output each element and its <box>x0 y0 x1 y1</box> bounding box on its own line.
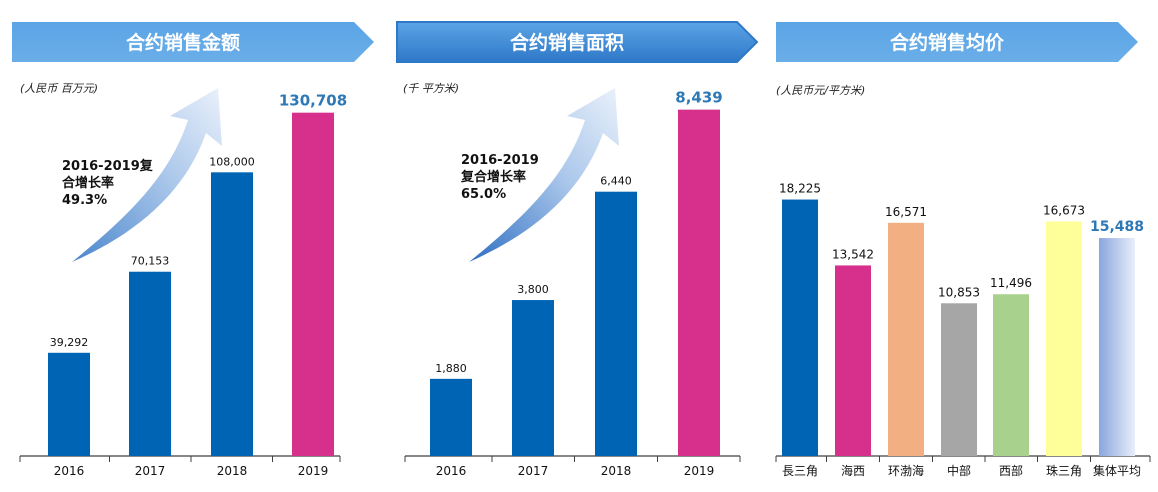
x-tick-label: 2016 <box>54 464 85 478</box>
bar <box>211 172 253 456</box>
panel-sales-area: 合约销售面积 1,880 2016 3,800 2017 6,440 2018 8,439 20… <box>385 0 770 492</box>
unit-label: (人民币元/平方米) <box>776 84 866 97</box>
x-tick-label: 2019 <box>684 464 715 478</box>
bar <box>888 222 924 456</box>
bar <box>129 271 171 456</box>
data-label: 11,496 <box>990 276 1032 290</box>
cagr-value: 49.3% <box>62 193 108 208</box>
data-label: 15,488 <box>1090 219 1144 235</box>
sales-area-chart: 合约销售面积 1,880 2016 3,800 2017 6,440 2018 8,439 20… <box>396 21 759 478</box>
panel-header-shape <box>12 22 374 62</box>
panel-header-shape <box>396 21 759 63</box>
x-tick-label: 2018 <box>217 464 248 478</box>
bar <box>1046 221 1082 456</box>
x-tick-label: 海西 <box>841 463 865 478</box>
bar <box>292 112 334 457</box>
x-tick-label: 2016 <box>436 464 467 478</box>
x-tick-label: 珠三角 <box>1046 464 1082 478</box>
data-label: 39,292 <box>50 336 89 349</box>
bar <box>678 109 720 456</box>
bar <box>941 303 977 456</box>
x-tick-label: 2019 <box>298 464 329 478</box>
panel-header-title: 合约销售金额 <box>126 31 240 54</box>
data-label: 1,880 <box>435 362 467 375</box>
cagr-value: 65.0% <box>461 187 507 202</box>
sales-amount-chart: 合约销售金额 39,292 2016 70,153 2017 108,000 2018 130… <box>12 22 374 478</box>
data-label: 70,153 <box>131 255 170 268</box>
x-tick-label: 長三角 <box>782 464 818 478</box>
bar <box>782 199 818 456</box>
x-tick-label: 2017 <box>518 464 549 478</box>
data-label: 13,542 <box>832 247 874 261</box>
data-label: 6,440 <box>600 175 632 188</box>
panel-average-price: 合约销售均价 18,225 長三角 13,542 海西 16,571 环渤海 10,853 中部… <box>770 0 1158 492</box>
x-tick-label: 环渤海 <box>888 463 924 478</box>
x-tick-label: 中部 <box>947 463 971 478</box>
cagr-line: 复合增长率 <box>461 170 527 185</box>
data-label: 10,853 <box>938 285 980 299</box>
panel-sales-amount: 合约销售金额 39,292 2016 70,153 2017 108,000 2018 130… <box>0 0 385 492</box>
bar <box>595 191 637 457</box>
cagr-line: 合增长率 <box>62 176 115 191</box>
data-label: 18,225 <box>779 182 821 196</box>
cagr-line: 2016-2019 <box>461 153 539 168</box>
data-label: 130,708 <box>279 92 347 110</box>
cagr-annotation: 2016-2019 复合增长率 65.0% <box>461 152 539 203</box>
unit-label: (千 平方米) <box>403 82 460 95</box>
bar <box>993 294 1029 456</box>
data-label: 8,439 <box>675 89 722 107</box>
bar <box>512 300 554 456</box>
x-tick-label: 西部 <box>999 463 1023 478</box>
growth-arrow-icon <box>72 88 222 262</box>
x-tick-label: 2017 <box>135 464 166 478</box>
growth-arrow-icon <box>469 88 619 262</box>
x-tick-label: 集体平均 <box>1093 463 1141 478</box>
panel-header-shape <box>776 22 1138 62</box>
panel-header-title: 合约销售均价 <box>890 31 1005 54</box>
bar <box>1099 238 1135 456</box>
bar <box>48 352 90 456</box>
data-label: 3,800 <box>517 283 549 296</box>
average-price-chart: 合约销售均价 18,225 長三角 13,542 海西 16,571 环渤海 10,853 中部… <box>775 22 1151 478</box>
cagr-annotation: 2016-2019复 合增长率 49.3% <box>62 158 153 209</box>
bar <box>835 265 871 456</box>
bar <box>430 378 472 456</box>
data-label: 16,571 <box>885 205 927 219</box>
cagr-line: 2016-2019复 <box>62 159 153 174</box>
x-tick-label: 2018 <box>601 464 632 478</box>
data-label: 108,000 <box>209 155 255 168</box>
unit-label: (人民币 百万元) <box>20 82 99 95</box>
data-label: 16,673 <box>1043 203 1085 217</box>
panel-header-title: 合约销售面积 <box>510 31 624 54</box>
